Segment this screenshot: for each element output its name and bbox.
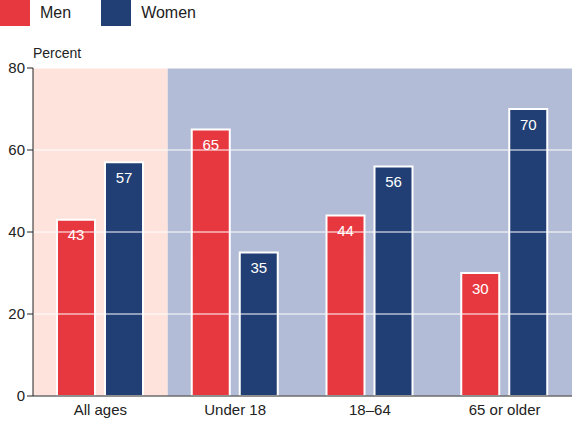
- html-text:Women: Women: [141, 4, 196, 21]
- html-text:Percent: Percent: [33, 45, 82, 61]
- svg-text:56: 56: [385, 173, 402, 190]
- svg-text:70: 70: [520, 116, 537, 133]
- svg-text:44: 44: [337, 222, 354, 239]
- svg-text:0: 0: [17, 387, 25, 404]
- svg-text:43: 43: [68, 226, 85, 243]
- svg-text:35: 35: [250, 259, 267, 276]
- svg-text:40: 40: [8, 223, 25, 240]
- html-text:Men: Men: [40, 4, 72, 21]
- svg-text:80: 80: [8, 59, 25, 76]
- svg-text:30: 30: [472, 280, 489, 297]
- svg-text:60: 60: [8, 141, 25, 158]
- svg-text:65: 65: [202, 136, 219, 153]
- svg-text:20: 20: [8, 305, 25, 322]
- svg-text:65 or older: 65 or older: [469, 401, 541, 418]
- svg-text:57: 57: [116, 169, 133, 186]
- svg-text:Under 18: Under 18: [204, 401, 266, 418]
- svg-text:18–64: 18–64: [349, 401, 391, 418]
- svg-text:All ages: All ages: [74, 401, 127, 418]
